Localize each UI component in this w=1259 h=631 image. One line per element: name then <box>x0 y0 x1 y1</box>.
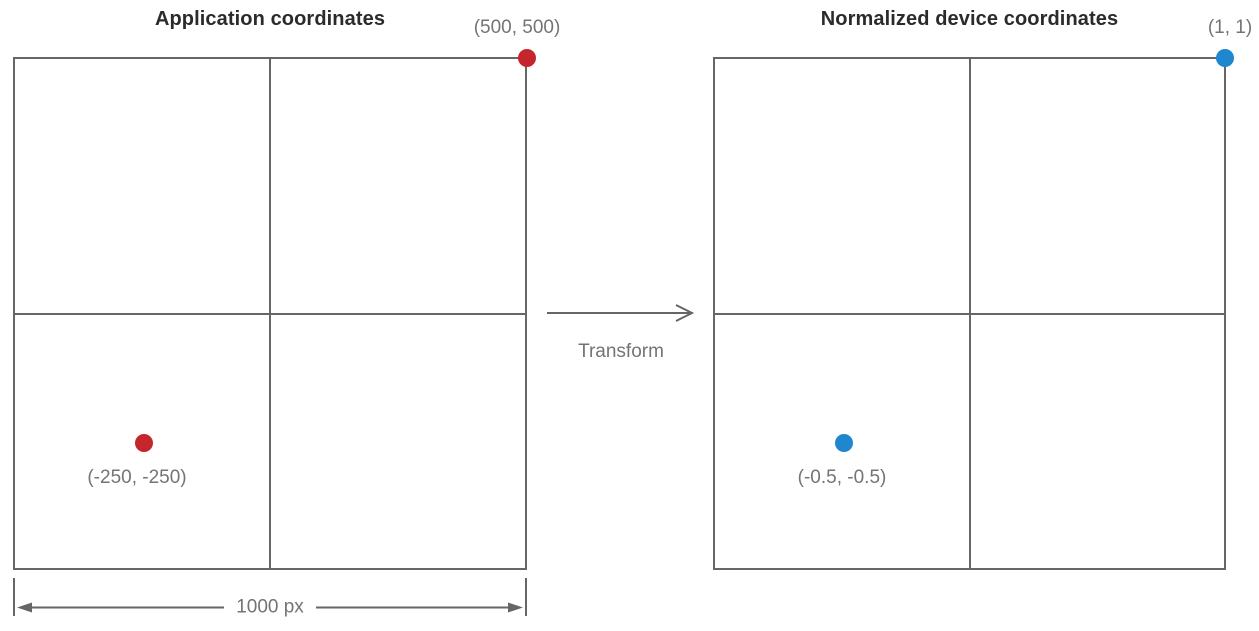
app-inner-point-dot <box>135 434 153 452</box>
ndc-grid <box>713 57 1226 570</box>
ndc-inner-point-dot <box>835 434 853 452</box>
dimension-tick-left <box>13 578 15 616</box>
application-coordinates-title: Application coordinates <box>154 8 386 30</box>
dimension-line-right <box>315 606 508 608</box>
transform-arrow-icon <box>547 304 694 322</box>
app-corner-point-dot <box>518 49 536 67</box>
ndc-corner-point-dot <box>1216 49 1234 67</box>
app-inner-point-label: (-250, -250) <box>87 467 187 488</box>
dimension-line-left <box>32 606 225 608</box>
application-grid-horizontal-axis <box>15 312 525 315</box>
width-dimension: 1000 px <box>13 578 527 617</box>
app-corner-point-label: (500, 500) <box>473 17 561 38</box>
ndc-grid-horizontal-axis <box>715 312 1224 315</box>
arrow-left-icon <box>17 602 32 612</box>
width-dimension-label: 1000 px <box>236 596 304 618</box>
arrow-right-icon <box>508 602 523 612</box>
ndc-inner-point-label: (-0.5, -0.5) <box>797 467 887 488</box>
ndc-title: Normalized device coordinates <box>820 8 1119 30</box>
transform-label: Transform <box>578 341 664 362</box>
application-grid <box>13 57 527 570</box>
ndc-corner-point-label: (1, 1) <box>1207 17 1253 38</box>
dimension-tick-right <box>525 578 527 616</box>
dimension-arrow: 1000 px <box>17 598 523 617</box>
